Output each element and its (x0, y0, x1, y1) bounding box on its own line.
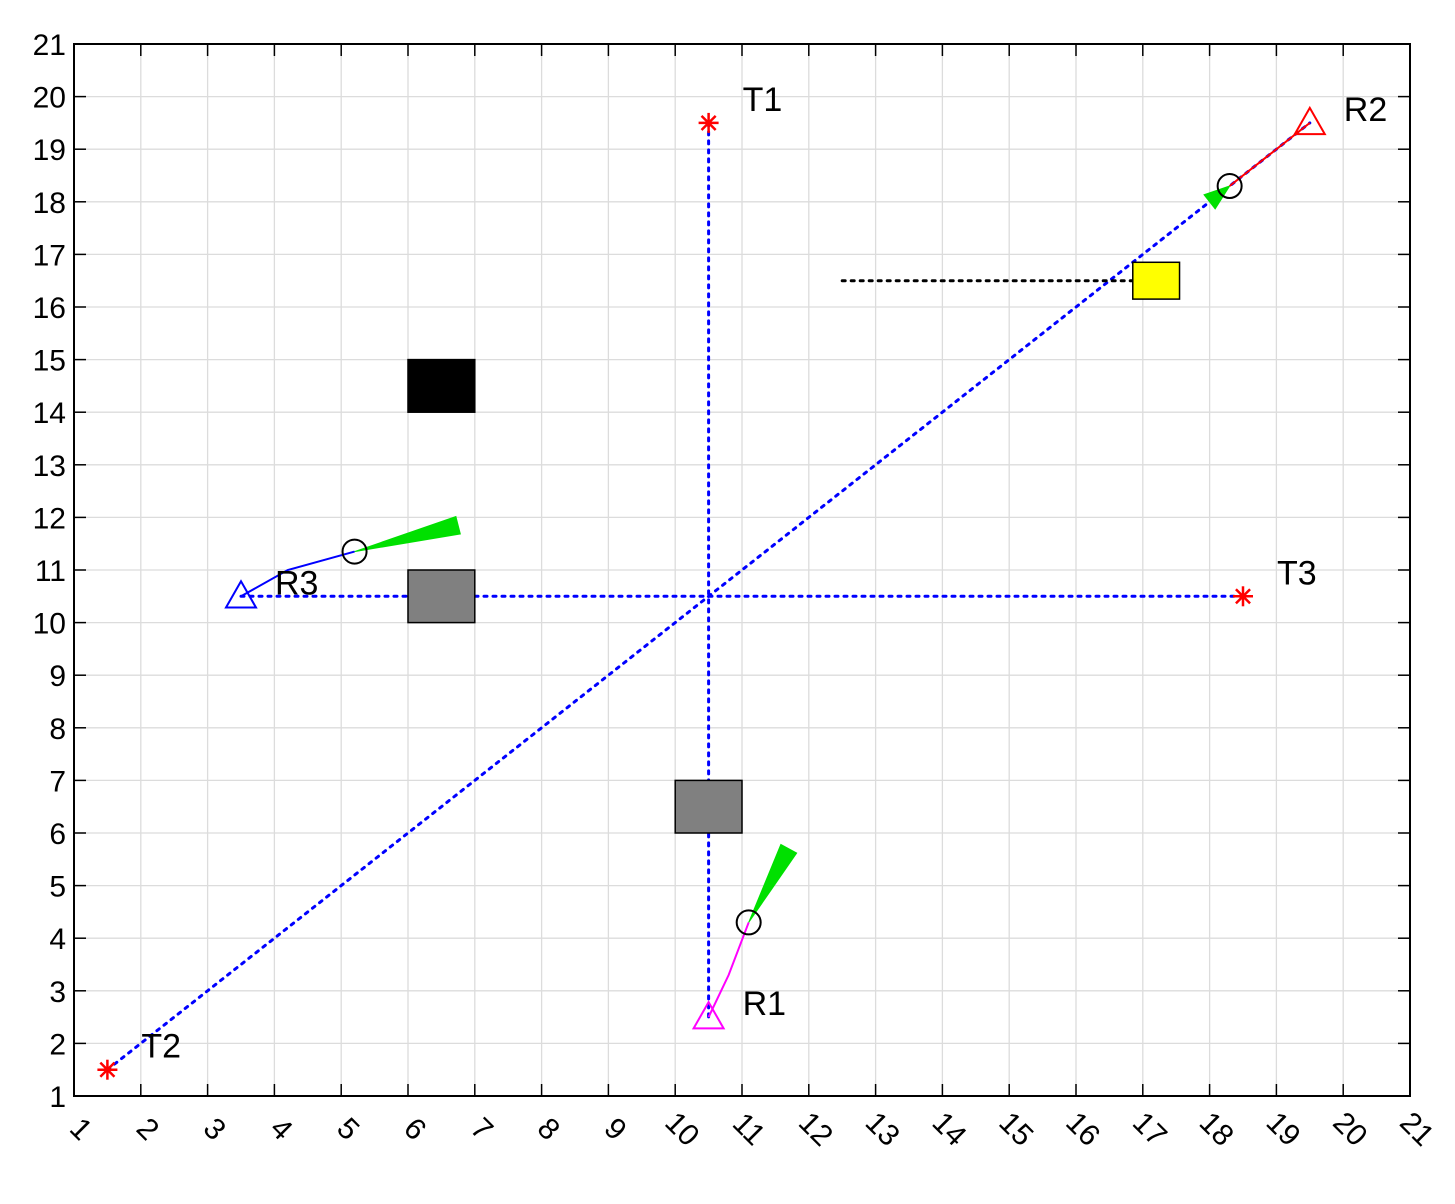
x-tick-label: 9 (598, 1112, 633, 1147)
y-tick-label: 3 (49, 976, 66, 1009)
x-tick-label: 14 (926, 1106, 973, 1153)
robot-label: R1 (743, 985, 786, 1023)
x-tick-label: 8 (531, 1112, 566, 1147)
y-tick-label: 5 (49, 871, 66, 904)
x-tick-label: 16 (1059, 1106, 1106, 1153)
y-tick-label: 18 (33, 187, 66, 220)
target-star-marker (1235, 588, 1251, 605)
robot-start-marker (224, 579, 258, 609)
x-tick-label: 3 (197, 1112, 232, 1147)
robot-label: R2 (1344, 91, 1387, 129)
y-tick-label: 15 (33, 345, 66, 378)
robot-r2: R2 (1203, 91, 1387, 210)
y-tick-label: 14 (33, 397, 66, 430)
y-tick-label: 10 (33, 608, 66, 641)
robot-current-position (1216, 173, 1243, 200)
target-label: T2 (141, 1028, 181, 1066)
y-tick-label: 4 (49, 923, 66, 956)
targets: T1 T2 T3 (97, 81, 1317, 1080)
target-label: T1 (743, 81, 783, 119)
y-tick-label: 17 (33, 239, 66, 272)
y-tick-label: 8 (49, 713, 66, 746)
robot-current-position (341, 538, 368, 565)
obstacle-rect (407, 569, 476, 624)
y-tick-label: 6 (49, 818, 66, 851)
target-star-marker (99, 1061, 116, 1078)
target-t3: T3 (1233, 554, 1317, 607)
obstacles (407, 261, 1181, 834)
x-tick-label: 4 (264, 1112, 299, 1147)
robot-start-marker (691, 1000, 726, 1030)
x-tick-label: 7 (464, 1112, 499, 1147)
robot-path (1229, 122, 1311, 187)
target-t2: T2 (97, 1028, 181, 1080)
target-label: T3 (1277, 554, 1317, 592)
sensor-cone (354, 515, 461, 553)
y-tick-label: 12 (33, 502, 66, 535)
x-tick-label: 10 (658, 1106, 705, 1153)
y-tick-label: 1 (49, 1081, 66, 1114)
y-tick-label: 16 (33, 292, 66, 325)
sensor-cone (1203, 185, 1231, 210)
sensor-cone (748, 843, 798, 923)
x-tick-label: 11 (726, 1107, 771, 1152)
y-tick-label: 11 (35, 555, 66, 588)
robot-start-marker (1293, 105, 1327, 136)
obstacle-rect (674, 779, 743, 834)
target-star-marker (700, 114, 717, 131)
y-tick-label: 21 (33, 29, 66, 62)
y-tick-label: 9 (49, 660, 66, 693)
x-tick-label: 19 (1260, 1106, 1307, 1153)
x-tick-label: 13 (859, 1106, 906, 1153)
robot-current-position (735, 909, 762, 936)
y-tick-label: 7 (49, 765, 66, 798)
y-tick-label: 19 (33, 134, 66, 167)
obstacle-rect (1132, 261, 1181, 300)
x-tick-label: 5 (330, 1112, 365, 1147)
y-tick-label: 13 (33, 450, 66, 483)
target-t1: T1 (698, 81, 783, 133)
x-tick-label: 2 (130, 1112, 165, 1147)
x-tick-label: 17 (1126, 1106, 1173, 1153)
x-tick-label: 20 (1326, 1106, 1373, 1153)
robot-r3: R3 (224, 515, 461, 609)
x-tick-label: 12 (792, 1106, 839, 1153)
y-tick-label: 2 (49, 1028, 66, 1061)
route-lines (105, 121, 1312, 1072)
x-tick-label: 15 (992, 1106, 1039, 1153)
robot-label: R3 (275, 564, 318, 602)
robot-path (707, 922, 750, 1018)
robot-r1: R1 (691, 843, 798, 1030)
x-tick-label: 1 (63, 1112, 98, 1147)
x-tick-label: 6 (397, 1112, 432, 1147)
y-tick-label: 20 (33, 82, 66, 115)
robots: R1 R2 R3 (224, 91, 1387, 1030)
obstacle-rect (407, 358, 476, 413)
robot-path (240, 550, 355, 598)
x-tick-label: 21 (1393, 1106, 1440, 1153)
x-tick-label: 18 (1193, 1106, 1240, 1153)
